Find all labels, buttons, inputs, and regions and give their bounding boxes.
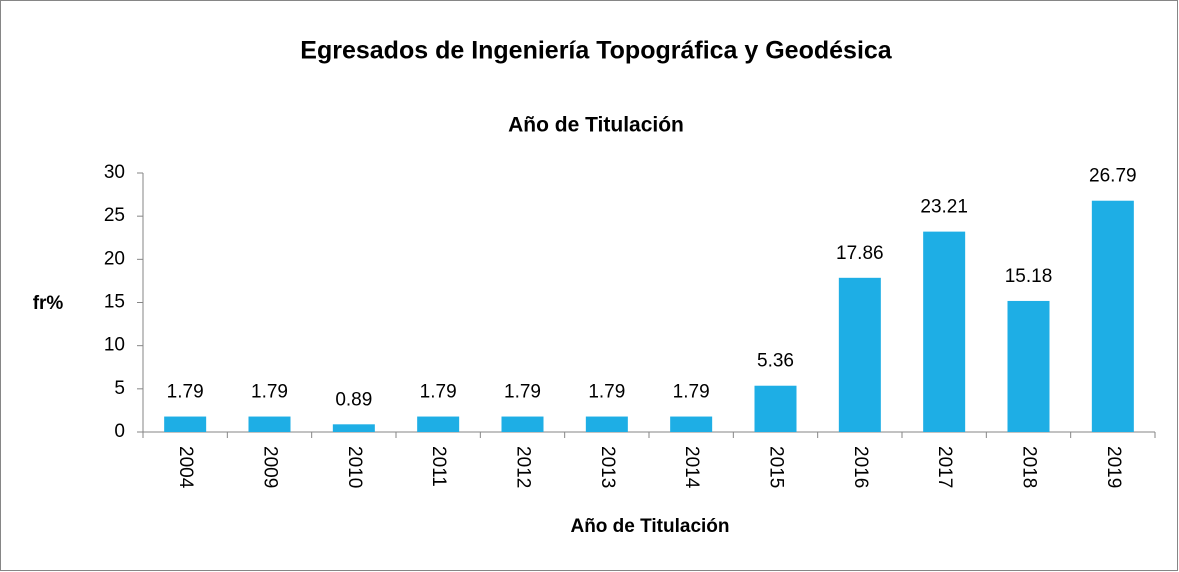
- x-tick-label: 2017: [934, 446, 955, 488]
- x-tick-label: 2019: [1103, 446, 1124, 488]
- y-axis-label: fr%: [33, 293, 64, 314]
- y-tick-label: 0: [114, 421, 125, 442]
- data-label: 5.36: [757, 351, 794, 372]
- y-tick-label: 25: [104, 205, 125, 226]
- x-tick-label: 2018: [1018, 446, 1039, 488]
- bar: [754, 385, 797, 432]
- chart-title: Egresados de Ingeniería Topográfica y Ge…: [300, 37, 892, 65]
- bar: [923, 231, 966, 432]
- data-label: 1.79: [251, 382, 288, 403]
- data-label: 1.79: [420, 382, 457, 403]
- y-tick-label: 20: [104, 248, 125, 269]
- data-label: 26.79: [1089, 166, 1137, 187]
- y-tick-label: 10: [104, 335, 125, 356]
- bar: [248, 416, 291, 432]
- y-tick-label: 15: [104, 292, 125, 313]
- data-label: 1.79: [167, 382, 204, 403]
- x-tick-label: 2014: [681, 446, 702, 489]
- x-tick-label: 2012: [512, 446, 533, 488]
- x-tick-label: 2010: [344, 446, 365, 488]
- data-label: 1.79: [504, 382, 541, 403]
- bar: [838, 277, 881, 432]
- bar: [670, 416, 713, 432]
- x-tick-label: 2015: [765, 446, 786, 488]
- data-label: 23.21: [920, 197, 968, 218]
- bar: [164, 416, 207, 432]
- bar: [1007, 300, 1050, 432]
- data-label: 1.79: [673, 382, 710, 403]
- bar: [417, 416, 460, 432]
- x-axis-label: Año de Titulación: [570, 516, 729, 537]
- x-tick-label: 2011: [428, 446, 449, 487]
- x-tick-label: 2013: [597, 446, 618, 488]
- data-label: 0.89: [335, 389, 372, 410]
- y-tick-label: 5: [114, 378, 125, 399]
- bar: [332, 424, 375, 432]
- bar: [1091, 200, 1134, 432]
- data-label: 15.18: [1005, 266, 1053, 287]
- x-tick-label: 2016: [850, 446, 871, 488]
- y-tick-label: 30: [104, 162, 125, 183]
- x-tick-label: 2004: [175, 446, 196, 489]
- data-label: 17.86: [836, 243, 884, 264]
- x-tick-label: 2009: [259, 446, 280, 488]
- chart-subtitle: Año de Titulación: [508, 114, 684, 137]
- bar: [585, 416, 628, 432]
- data-label: 1.79: [588, 382, 625, 403]
- bar: [501, 416, 544, 432]
